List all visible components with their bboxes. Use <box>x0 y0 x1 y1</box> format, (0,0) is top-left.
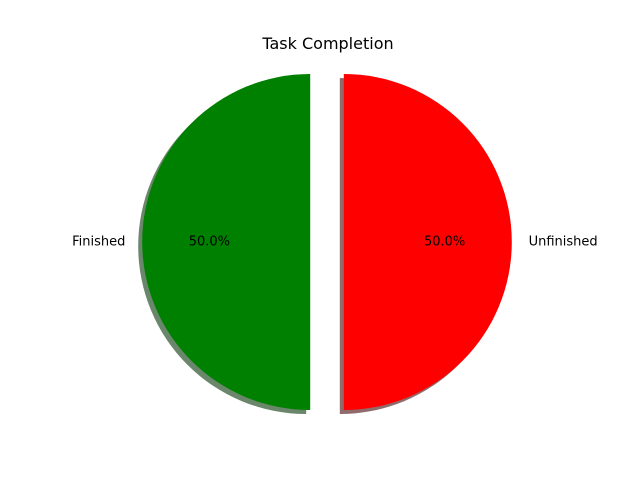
slice-label-finished: Finished <box>72 235 125 250</box>
percent-label-finished: 50.0% <box>189 235 230 250</box>
slice-layer <box>142 74 512 410</box>
pie-slice-unfinished <box>343 74 512 410</box>
slice-label-unfinished: Unfinished <box>529 235 598 250</box>
label-layer: Finished 50.0% Unfinished 50.0% <box>72 235 598 250</box>
pie-slice-finished <box>142 74 311 410</box>
percent-label-unfinished: 50.0% <box>424 235 465 250</box>
chart-title: Task Completion <box>261 34 393 53</box>
